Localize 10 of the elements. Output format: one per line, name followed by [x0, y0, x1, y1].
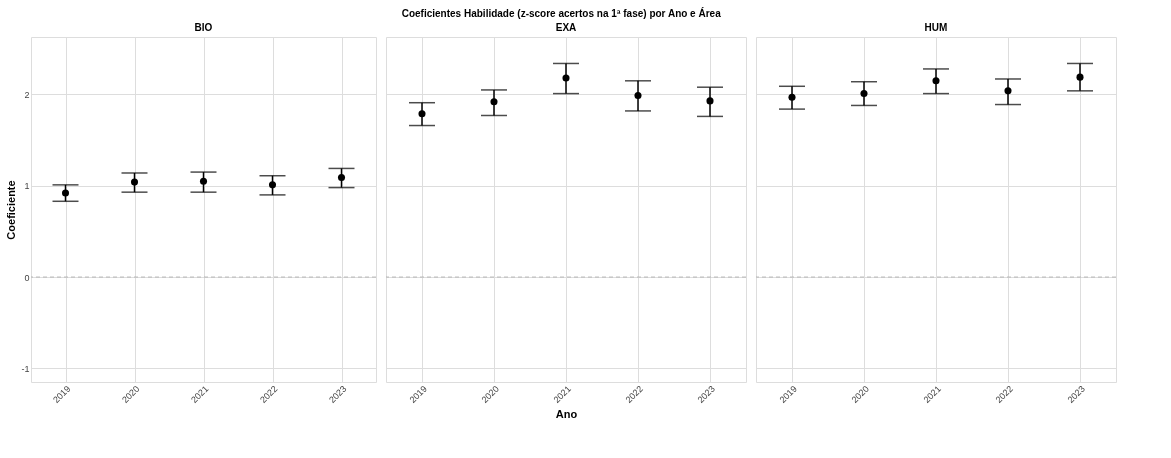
y-tick-label: -1	[21, 363, 30, 374]
x-axis-title: Ano	[555, 408, 578, 421]
text: Coeficientes Habilidade (z-score acertos na 1ª fase) por Ano e Área	[401, 6, 722, 19]
chart-title: EXA	[555, 22, 577, 33]
y-axis-title: Coeficiente	[5, 180, 18, 240]
y-tick-label: 2	[24, 90, 30, 100]
y-tick-label: 0	[24, 272, 30, 283]
chart-title: HUM	[924, 22, 948, 33]
chart-title: BIO	[194, 22, 213, 33]
y-tick-label: 1	[24, 181, 30, 192]
